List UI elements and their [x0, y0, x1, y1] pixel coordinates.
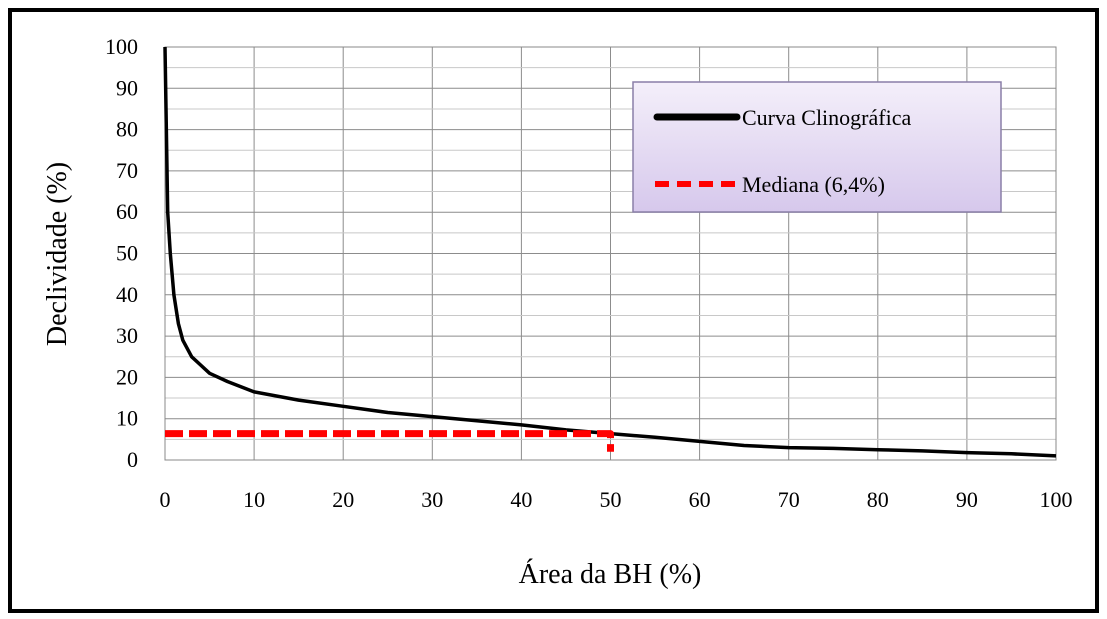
legend-label-median: Mediana (6,4%) — [742, 172, 885, 197]
series-group — [163, 46, 1057, 458]
legend: Curva Clinográfica Mediana (6,4%) — [632, 81, 1002, 213]
y-tick-labels: 0 10 20 30 40 50 60 70 80 90 100 — [105, 34, 138, 472]
y-tick-label: 70 — [116, 158, 138, 183]
legend-box — [632, 81, 1002, 213]
legend-label-curve: Curva Clinográfica — [742, 105, 911, 130]
y-tick-label: 100 — [105, 34, 138, 59]
series-line-mediana — [165, 430, 614, 452]
x-tick-label: 80 — [867, 487, 889, 512]
series-line-curva-clinografica — [163, 46, 1057, 458]
x-tick-labels: 0 10 20 30 40 50 60 70 80 90 100 — [160, 487, 1073, 512]
x-tick-label: 100 — [1040, 487, 1073, 512]
y-tick-label: 10 — [116, 406, 138, 431]
x-tick-label: 10 — [243, 487, 265, 512]
y-axis-label: Declividade (%) — [42, 162, 73, 346]
x-tick-label: 50 — [600, 487, 622, 512]
y-tick-label: 50 — [116, 241, 138, 266]
y-tick-label: 40 — [116, 282, 138, 307]
x-tick-label: 60 — [689, 487, 711, 512]
y-tick-label: 60 — [116, 199, 138, 224]
x-tick-label: 30 — [421, 487, 443, 512]
x-tick-label: 70 — [778, 487, 800, 512]
x-tick-label: 90 — [956, 487, 978, 512]
x-tick-label: 0 — [160, 487, 171, 512]
y-tick-label: 0 — [127, 447, 138, 472]
x-tick-label: 20 — [332, 487, 354, 512]
y-tick-label: 30 — [116, 323, 138, 348]
y-tick-label: 90 — [116, 75, 138, 100]
x-tick-label: 40 — [510, 487, 532, 512]
y-tick-label: 80 — [116, 117, 138, 142]
plot-area-border — [164, 46, 1057, 461]
y-tick-label: 20 — [116, 364, 138, 389]
x-axis-label: Área da BH (%) — [519, 559, 702, 590]
